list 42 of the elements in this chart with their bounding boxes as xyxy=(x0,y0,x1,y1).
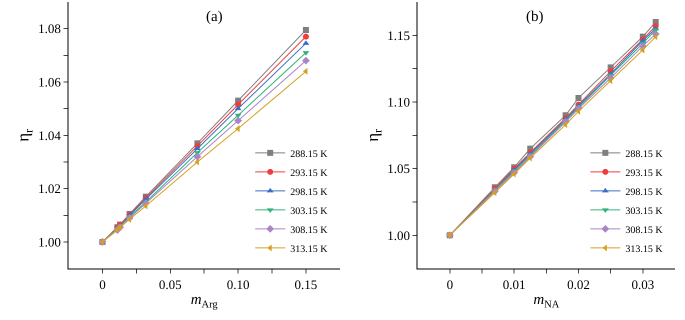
point xyxy=(234,116,242,125)
y-tick-label: 1.15 xyxy=(387,28,410,43)
x-tick-label: 0.10 xyxy=(226,277,250,292)
y-tick-label: 1.02 xyxy=(38,181,61,196)
point xyxy=(575,94,582,101)
legend-label: 288.15 K xyxy=(625,148,664,160)
x-tick-label: 0 xyxy=(446,277,454,292)
legend-label: 308.15 K xyxy=(625,224,664,236)
y-tick-label: 1.04 xyxy=(38,128,62,143)
legend-label: 293.15 K xyxy=(290,168,328,179)
x-axis-title: m$_{Arg}$ xyxy=(190,292,218,310)
point xyxy=(511,170,516,178)
point xyxy=(302,26,309,33)
chart-title: (b) xyxy=(526,9,544,25)
x-tick-label: 0 xyxy=(99,277,106,292)
x-tick-label: 0.03 xyxy=(631,277,654,292)
legend-label: 303.15 K xyxy=(625,206,664,217)
legend-label: 313.15 K xyxy=(290,244,328,255)
legend-label: 293.15 K xyxy=(625,168,664,179)
x-axis-title: m$_{NA}$ xyxy=(533,292,560,310)
legend-label: 303.15 K xyxy=(290,206,328,217)
y-tick-label: 1.05 xyxy=(387,161,410,176)
x-tick-label: 0.02 xyxy=(567,277,590,292)
legend-label: 313.15 K xyxy=(625,244,664,255)
y-tick-label: 1.08 xyxy=(38,21,61,36)
chart-title: (a) xyxy=(206,9,223,25)
y-tick-label: 1.00 xyxy=(387,228,410,243)
point xyxy=(302,56,310,65)
legend-label: 298.15 K xyxy=(625,186,664,198)
point xyxy=(640,46,644,54)
point xyxy=(194,152,202,161)
x-tick-label: 0.05 xyxy=(158,277,182,292)
legend-label: 288.15 K xyxy=(290,148,328,160)
y-tick-label: 1.00 xyxy=(38,234,61,250)
x-tick-label: 0.15 xyxy=(294,277,318,292)
y-tick-label: 1.10 xyxy=(387,94,410,110)
x-tick-label: 0.01 xyxy=(502,277,526,292)
y-tick-label: 1.06 xyxy=(38,74,62,90)
point xyxy=(194,158,199,166)
point xyxy=(302,34,309,40)
legend-label: 308.15 K xyxy=(290,224,328,236)
legend-label: 298.15 K xyxy=(290,186,328,198)
